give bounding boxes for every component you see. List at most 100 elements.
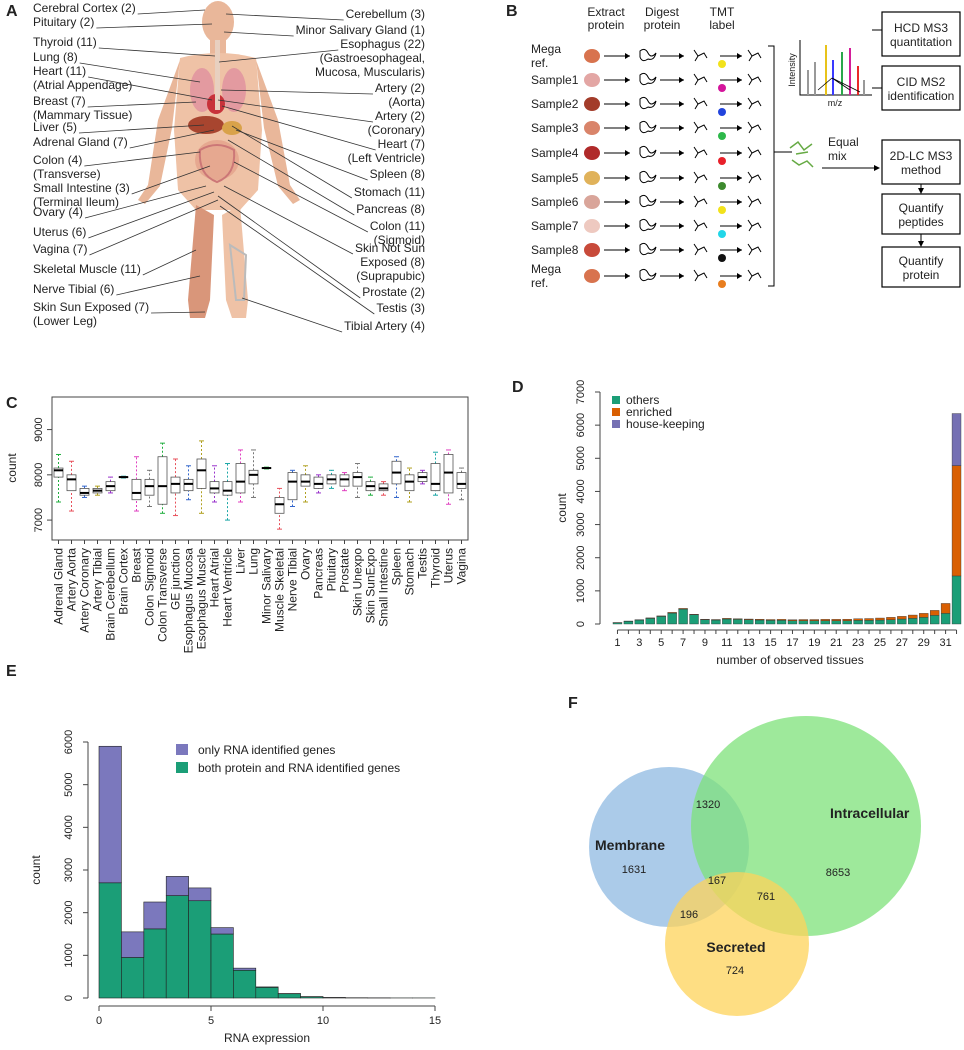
legend-swatch: [176, 762, 188, 773]
histogram-segment: [121, 931, 145, 958]
leader-line: [79, 62, 201, 83]
leader-line: [218, 49, 339, 63]
box: [313, 476, 324, 489]
x-tick-label: Thyroid: [429, 548, 443, 588]
set-circle: [665, 872, 809, 1016]
leader-line: [88, 76, 213, 101]
peptide-mix: [789, 140, 814, 168]
bar-segment: [820, 619, 830, 621]
box: [53, 467, 64, 478]
axis-title: Intensity: [787, 53, 797, 87]
tissue-icon: [584, 269, 600, 283]
step-header: Digest: [645, 5, 680, 19]
histogram-segment: [121, 957, 145, 999]
set-label: Intracellular: [830, 805, 910, 821]
arrowhead: [737, 101, 742, 107]
sample-label: Sample3: [531, 121, 579, 135]
protein-icon: [639, 96, 657, 110]
bar-segment: [886, 617, 896, 620]
leader-line: [96, 23, 213, 29]
leader-line: [78, 124, 205, 134]
x-tick-label: Liver: [234, 548, 248, 574]
histogram-segment: [165, 895, 189, 999]
tmt-dot: [718, 182, 726, 190]
leader-line: [137, 9, 206, 15]
bar-segment: [733, 619, 743, 625]
legend-swatch: [612, 408, 620, 416]
x-tick-label: Muscle Skeletal: [273, 548, 287, 632]
bar-segment: [645, 618, 655, 625]
region-count: 1320: [696, 799, 720, 811]
organ-label: Small Intestine (3): [33, 181, 130, 195]
box-label: CID MS2: [897, 75, 946, 89]
legend-label: only RNA identified genes: [198, 743, 335, 757]
arrowhead: [625, 273, 630, 279]
arrowhead: [918, 188, 924, 194]
y-tick-label: 2000: [575, 545, 587, 569]
peptide-icon: [693, 219, 708, 232]
protein-icon: [639, 145, 657, 159]
leader-line: [217, 195, 361, 299]
bar-segment: [940, 603, 951, 614]
bar-segment: [700, 619, 710, 625]
histogram-segment: [143, 901, 167, 930]
histogram-segment: [98, 882, 122, 999]
arrowhead: [737, 125, 742, 131]
region-count: 8653: [826, 867, 850, 879]
y-tick-label: 6000: [575, 413, 587, 437]
x-tick-label: Heart Atrial: [208, 548, 222, 607]
organ-label: Pancreas (8): [356, 202, 425, 216]
sample-label: Sample6: [531, 195, 579, 209]
x-tick-label: Esophagus Muscle: [195, 548, 209, 650]
arrowhead: [918, 241, 924, 247]
bracket: [768, 45, 792, 287]
leader-line: [84, 185, 207, 219]
leader-line: [142, 249, 197, 276]
x-tick-label: 15: [429, 1015, 441, 1027]
bar-segment: [722, 618, 732, 620]
organ-label: (Gastroesophageal,: [320, 51, 425, 65]
organ-label: (Transverse): [33, 167, 101, 181]
organ-label: Colon (4): [33, 153, 82, 167]
organ-label: Skeletal Muscle (11): [33, 262, 141, 276]
process-box: [881, 11, 961, 57]
bar-segment: [897, 616, 907, 620]
leader-line: [217, 99, 374, 123]
protein-icon: [639, 268, 657, 282]
x-tick-label: Small Intestine: [377, 548, 391, 627]
x-tick-label: 25: [874, 637, 886, 649]
step-header: protein: [644, 18, 681, 32]
box: [222, 481, 233, 496]
y-tick-label: 0: [575, 621, 587, 627]
x-tick-label: Pituitary: [325, 548, 339, 591]
bar-segment: [864, 618, 874, 621]
tissue-icon: [584, 146, 600, 160]
y-tick-label: 9000: [33, 417, 45, 441]
x-tick-label: Ovary: [299, 548, 313, 580]
process-box: [881, 139, 961, 185]
x-tick-label: Uterus: [442, 548, 456, 583]
bar-segment: [908, 618, 918, 625]
bar-segment: [787, 620, 798, 625]
sample-label: ref.: [531, 56, 548, 70]
box: [66, 474, 77, 492]
bar-segment: [722, 618, 732, 625]
arrowhead: [625, 77, 630, 83]
y-tick-label: 1000: [63, 943, 75, 967]
organ-label: Adrenal Gland (7): [33, 135, 128, 149]
step-header: Extract: [587, 5, 625, 19]
tissue-icon: [584, 195, 600, 209]
box: [404, 474, 415, 492]
arrowhead: [625, 101, 630, 107]
y-tick-label: 8000: [33, 463, 45, 487]
bar-segment: [798, 620, 809, 625]
x-tick-label: 31: [939, 637, 951, 649]
x-tick-label: 5: [208, 1015, 214, 1027]
x-tick-label: Minor Salivary: [260, 548, 274, 624]
histogram-segment: [255, 987, 279, 999]
bar-segment: [765, 619, 776, 621]
arrowhead: [737, 247, 742, 253]
bar-segment: [951, 413, 962, 466]
peptide-icon: [693, 171, 708, 184]
labeled-peptide: [747, 171, 762, 184]
